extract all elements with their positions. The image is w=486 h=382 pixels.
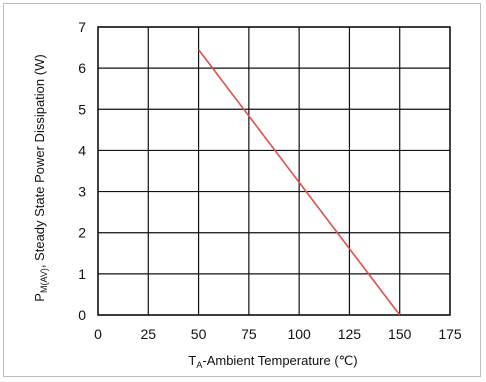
y-tick-labels: 0 1 2 3 4 5 6 7 — [78, 19, 86, 323]
y-tick-label: 4 — [78, 142, 86, 158]
x-tick-label: 0 — [94, 326, 102, 342]
x-tick-label: 25 — [140, 326, 156, 342]
y-tick-label: 2 — [78, 225, 86, 241]
x-tick-label: 175 — [438, 326, 462, 342]
plot-border — [97, 26, 451, 316]
y-tick-label: 1 — [78, 266, 86, 282]
grid — [97, 26, 451, 316]
x-tick-label: 100 — [287, 326, 311, 342]
y-tick-label: 3 — [78, 184, 86, 200]
y-tick-label: 7 — [78, 19, 86, 35]
y-axis-label: PM(AV), Steady State Power Dissipation (… — [32, 54, 49, 301]
x-tick-labels: 0 25 50 75 100 125 150 175 — [94, 326, 462, 342]
x-tick-label: 125 — [338, 326, 362, 342]
x-axis-label: TA-Ambient Temperature (℃) — [188, 353, 357, 370]
y-tick-label: 6 — [78, 60, 86, 76]
series-line — [197, 49, 401, 316]
x-tick-label: 150 — [388, 326, 412, 342]
x-tick-label: 75 — [241, 326, 257, 342]
y-tick-label: 5 — [78, 101, 86, 117]
y-tick-label: 0 — [78, 307, 86, 323]
x-tick-label: 50 — [191, 326, 207, 342]
data-layer — [197, 49, 401, 316]
